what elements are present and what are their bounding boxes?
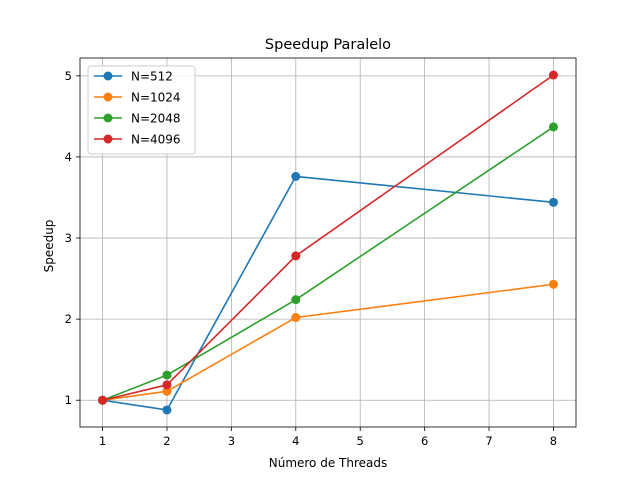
- y-tick-label: 1: [65, 393, 72, 407]
- legend-label: N=4096: [131, 133, 181, 147]
- y-axis-label: Speedup: [42, 220, 56, 273]
- x-tick-label: 7: [485, 434, 492, 448]
- data-point: [548, 70, 558, 80]
- legend: N=512 N=1024 N=2048 N=4096: [87, 65, 196, 155]
- legend-label: N=512: [131, 70, 173, 84]
- legend-label: N=2048: [131, 112, 181, 126]
- data-point: [291, 171, 301, 181]
- plot-frame: [79, 57, 577, 428]
- data-point: [162, 386, 172, 396]
- legend-marker: [103, 134, 113, 144]
- series-line: [102, 175, 554, 411]
- series-n-4096: [98, 70, 558, 405]
- legend-label: N=1024: [131, 91, 181, 105]
- x-tick-label: 2: [163, 434, 170, 448]
- data-point: [548, 279, 558, 289]
- x-tick-label: 5: [357, 434, 364, 448]
- x-axis-label: Número de Threads: [269, 456, 388, 470]
- legend-item: N=512: [94, 70, 173, 84]
- data-point: [162, 380, 172, 390]
- legend-marker: [103, 113, 113, 123]
- data-point: [162, 370, 172, 380]
- y-tick-label: 5: [65, 69, 72, 83]
- legend-marker: [103, 92, 113, 102]
- data-point: [291, 295, 301, 305]
- legend-marker: [103, 71, 113, 81]
- series-layer: [98, 70, 558, 415]
- y-tick-label: 2: [65, 312, 72, 326]
- series-line: [102, 283, 554, 402]
- data-point: [291, 251, 301, 261]
- legend-item: N=4096: [94, 133, 181, 147]
- y-tick-label: 4: [65, 150, 72, 164]
- x-tick-label: 6: [421, 434, 428, 448]
- series-line: [102, 126, 554, 401]
- chart-title: Speedup Paralelo: [265, 37, 391, 53]
- data-point: [291, 313, 301, 323]
- ticks: 1 2 3 4 5 6 7 8 1 2 3 4 5: [65, 69, 557, 448]
- data-point: [98, 395, 108, 405]
- data-point: [548, 197, 558, 207]
- data-point: [162, 405, 172, 415]
- data-point: [548, 122, 558, 132]
- legend-item: N=2048: [94, 112, 181, 126]
- legend-item: N=1024: [94, 91, 181, 105]
- x-tick-label: 8: [550, 434, 557, 448]
- x-tick-label: 3: [228, 434, 235, 448]
- x-tick-label: 1: [99, 434, 106, 448]
- series-line: [102, 74, 554, 402]
- y-tick-label: 3: [65, 231, 72, 245]
- legend-box: [87, 65, 196, 155]
- x-tick-label: 4: [292, 434, 299, 448]
- grid: [80, 58, 576, 427]
